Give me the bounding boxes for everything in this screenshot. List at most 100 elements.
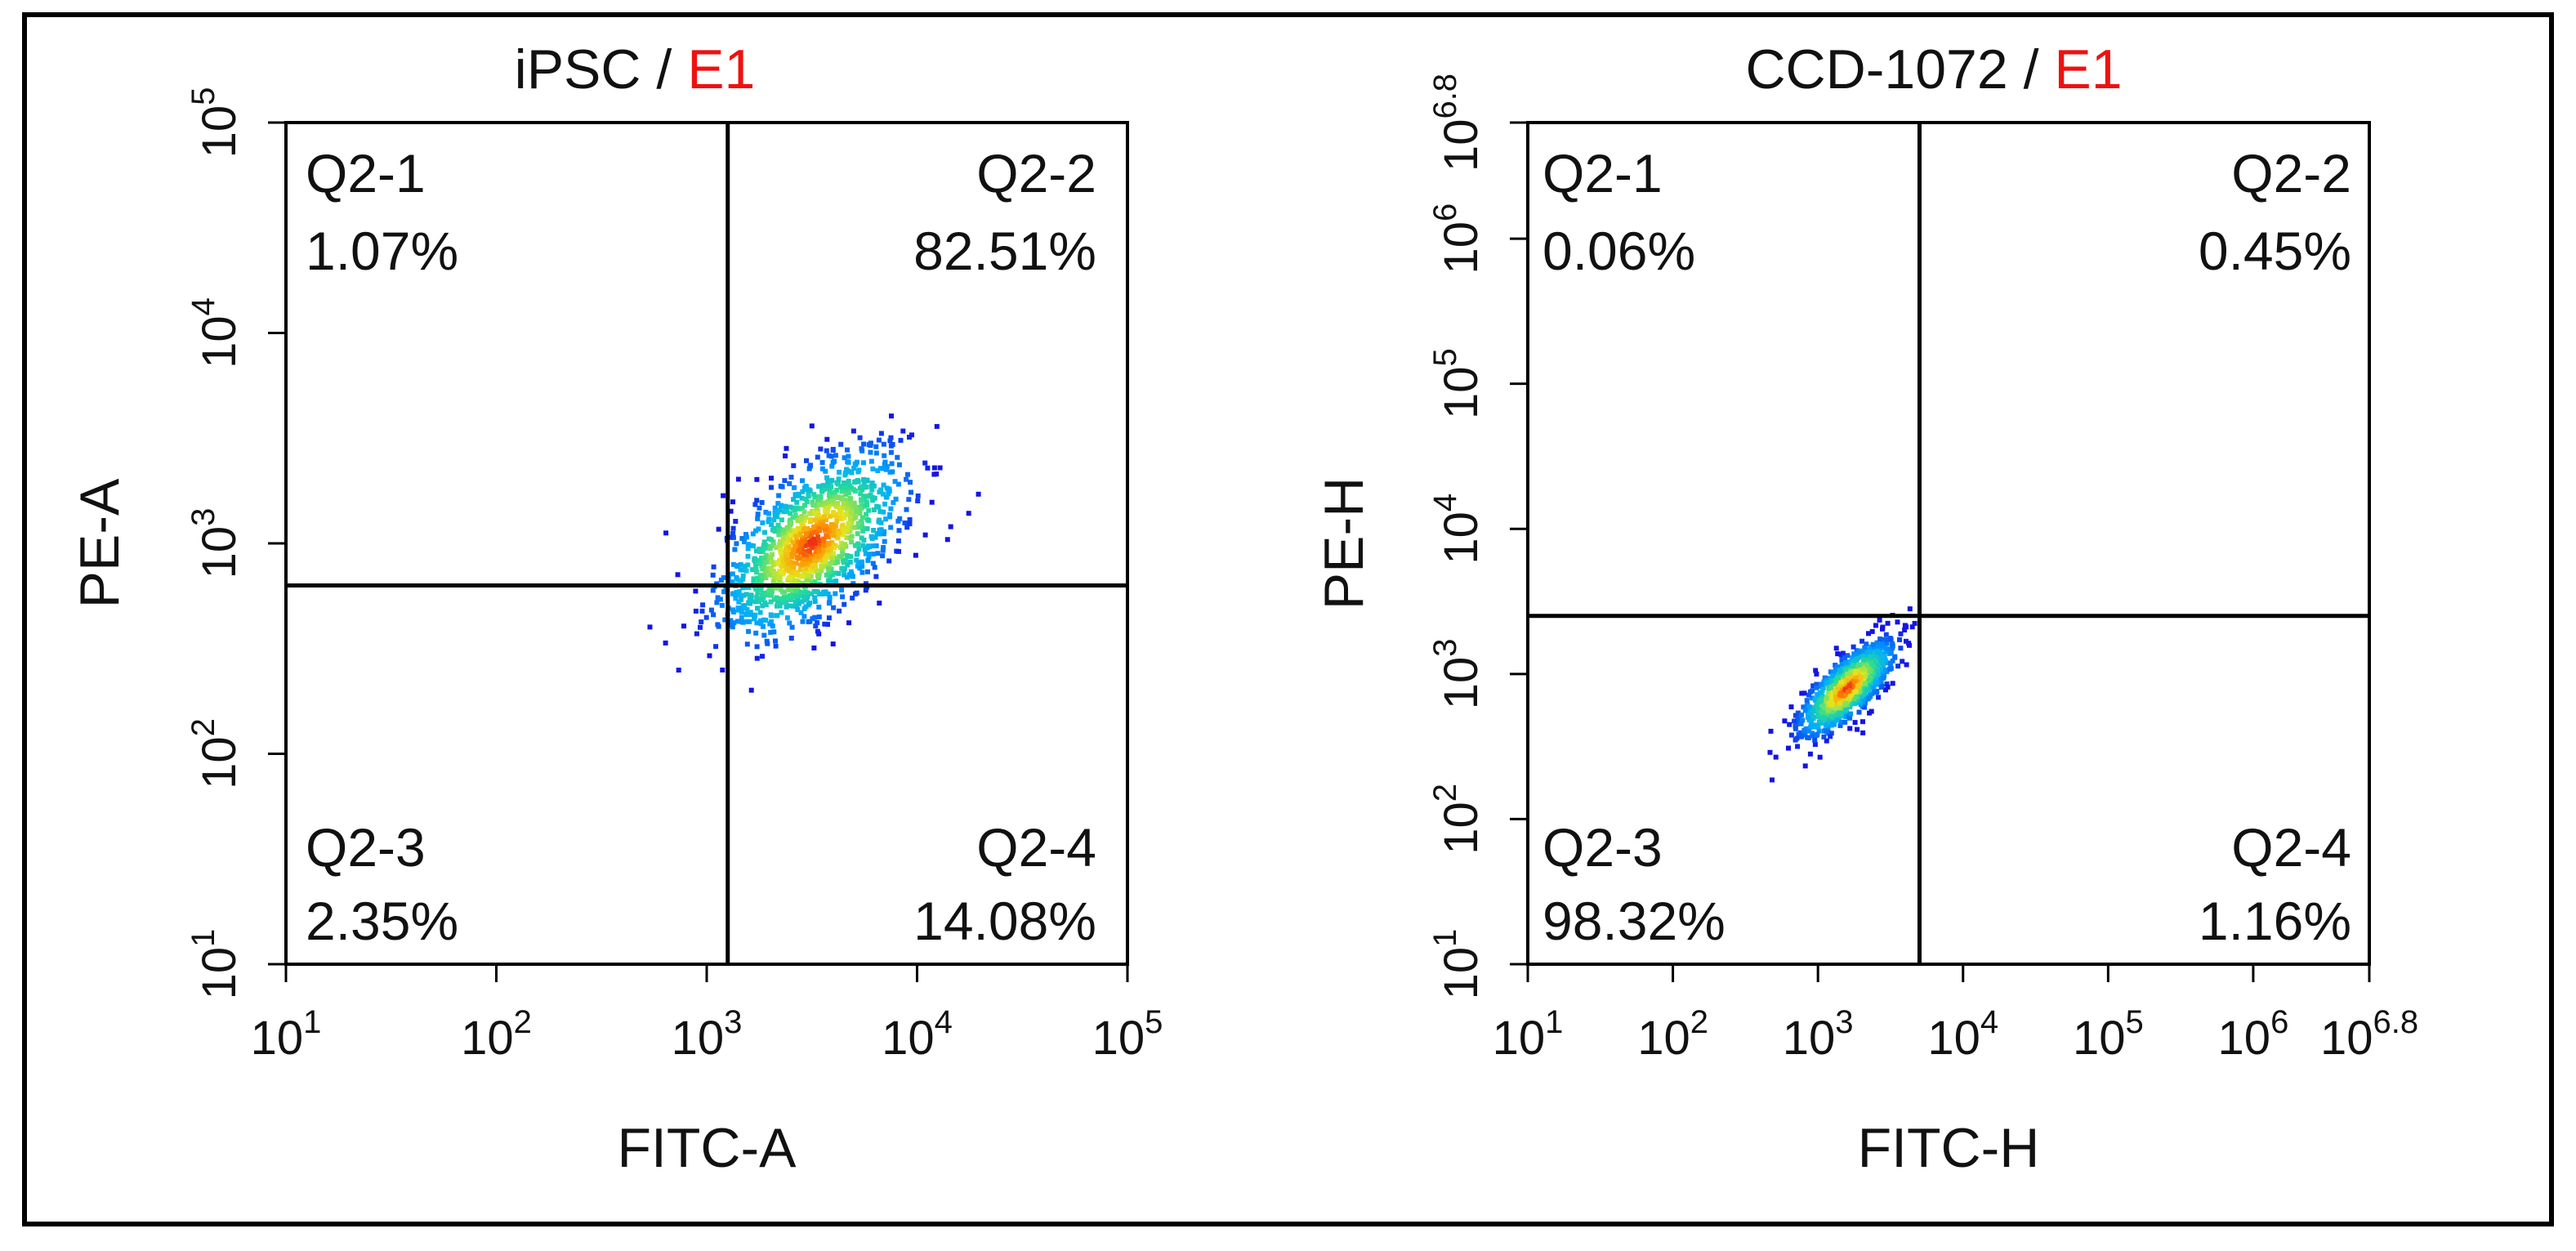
quadrant-label-q2-4-value: 1.16% xyxy=(2199,891,2351,951)
event-dot xyxy=(751,576,757,582)
event-dot xyxy=(876,504,882,510)
event-dot xyxy=(1849,673,1855,679)
event-dot xyxy=(824,482,830,488)
event-dot xyxy=(873,444,879,449)
event-dot xyxy=(835,501,841,506)
event-dot xyxy=(1847,665,1853,671)
event-dot xyxy=(1884,637,1890,642)
event-dot xyxy=(913,552,918,558)
event-dot xyxy=(826,529,832,534)
event-dot xyxy=(1815,708,1820,714)
event-dot xyxy=(829,498,835,504)
event-dot xyxy=(1890,641,1895,646)
event-dot xyxy=(781,539,787,545)
event-dot xyxy=(1877,647,1883,653)
event-dot xyxy=(803,515,809,520)
event-dot xyxy=(859,521,864,526)
event-dot xyxy=(775,501,781,507)
event-dot xyxy=(1880,659,1886,665)
y-axis-title: PE-H xyxy=(1313,477,1375,610)
event-dot xyxy=(798,574,804,579)
event-dot xyxy=(765,566,770,571)
event-dot xyxy=(1842,719,1848,725)
event-dot xyxy=(1879,642,1885,648)
event-dot xyxy=(1820,704,1826,708)
event-dot xyxy=(898,437,904,443)
event-dot xyxy=(815,534,821,540)
event-dot xyxy=(792,529,798,534)
event-dot xyxy=(806,560,812,565)
event-dot xyxy=(835,559,841,565)
quadrant-label-q2-1-name: Q2-1 xyxy=(306,143,426,203)
event-dot xyxy=(1817,754,1823,760)
event-dot xyxy=(757,587,762,592)
event-dot xyxy=(804,458,809,463)
y-tick-label: 101 xyxy=(185,929,246,1000)
event-dot xyxy=(831,533,837,538)
event-dot xyxy=(716,526,721,532)
event-dot xyxy=(1883,649,1889,655)
event-dot xyxy=(1845,690,1851,695)
event-dot xyxy=(1857,699,1863,705)
event-dot xyxy=(861,441,867,447)
event-dot xyxy=(1887,666,1892,672)
event-dot xyxy=(755,512,761,517)
event-dot xyxy=(1798,721,1804,726)
event-dot xyxy=(733,592,739,598)
event-dot xyxy=(825,479,831,485)
event-dot xyxy=(1820,685,1826,690)
event-dot xyxy=(853,514,859,520)
event-dot xyxy=(790,551,796,556)
event-dot xyxy=(759,500,765,505)
event-dot xyxy=(887,512,893,517)
event-dot xyxy=(816,548,822,554)
event-dot xyxy=(822,500,828,506)
event-dot xyxy=(803,526,809,531)
event-dot xyxy=(783,503,788,509)
quadrant-label-q2-4-name: Q2-4 xyxy=(2231,817,2351,878)
event-dot xyxy=(880,547,886,553)
event-dot xyxy=(767,554,773,560)
event-dot xyxy=(1795,710,1801,716)
y-tick-label: 103 xyxy=(185,508,246,579)
event-dot xyxy=(1883,687,1888,693)
event-dot xyxy=(811,525,816,530)
event-dot xyxy=(819,466,825,471)
event-dot xyxy=(873,543,879,548)
event-dot xyxy=(1881,675,1886,681)
event-dot xyxy=(1828,685,1833,690)
event-dot xyxy=(842,601,847,607)
event-dot xyxy=(714,600,720,605)
event-dot xyxy=(797,556,802,561)
event-dot xyxy=(788,537,793,543)
event-dot xyxy=(1886,646,1891,652)
event-dot xyxy=(1815,704,1820,709)
event-dot xyxy=(826,453,832,458)
event-dot xyxy=(838,553,844,559)
event-dot xyxy=(857,435,863,440)
event-dot xyxy=(784,557,790,562)
event-dot xyxy=(830,459,836,465)
event-dot xyxy=(795,607,801,612)
event-dot xyxy=(816,526,822,532)
quadrant-label-q2-1-value: 1.07% xyxy=(306,221,458,281)
event-dot xyxy=(730,525,736,531)
event-dot xyxy=(758,597,764,602)
event-dot xyxy=(779,484,785,489)
event-dot xyxy=(1831,669,1837,675)
event-dot xyxy=(873,450,879,456)
event-dot xyxy=(804,531,809,537)
event-dot xyxy=(830,641,836,647)
event-dot xyxy=(824,505,830,511)
event-dot xyxy=(847,515,853,521)
x-tick-label: 101 xyxy=(251,1004,322,1065)
event-dot xyxy=(948,524,953,529)
event-dot xyxy=(816,546,822,552)
event-dot xyxy=(855,525,860,530)
event-dot xyxy=(784,525,790,530)
event-dot xyxy=(710,572,716,578)
event-dot xyxy=(813,517,819,523)
event-dot xyxy=(815,508,821,514)
event-dot xyxy=(801,518,807,524)
event-dot xyxy=(824,554,829,559)
